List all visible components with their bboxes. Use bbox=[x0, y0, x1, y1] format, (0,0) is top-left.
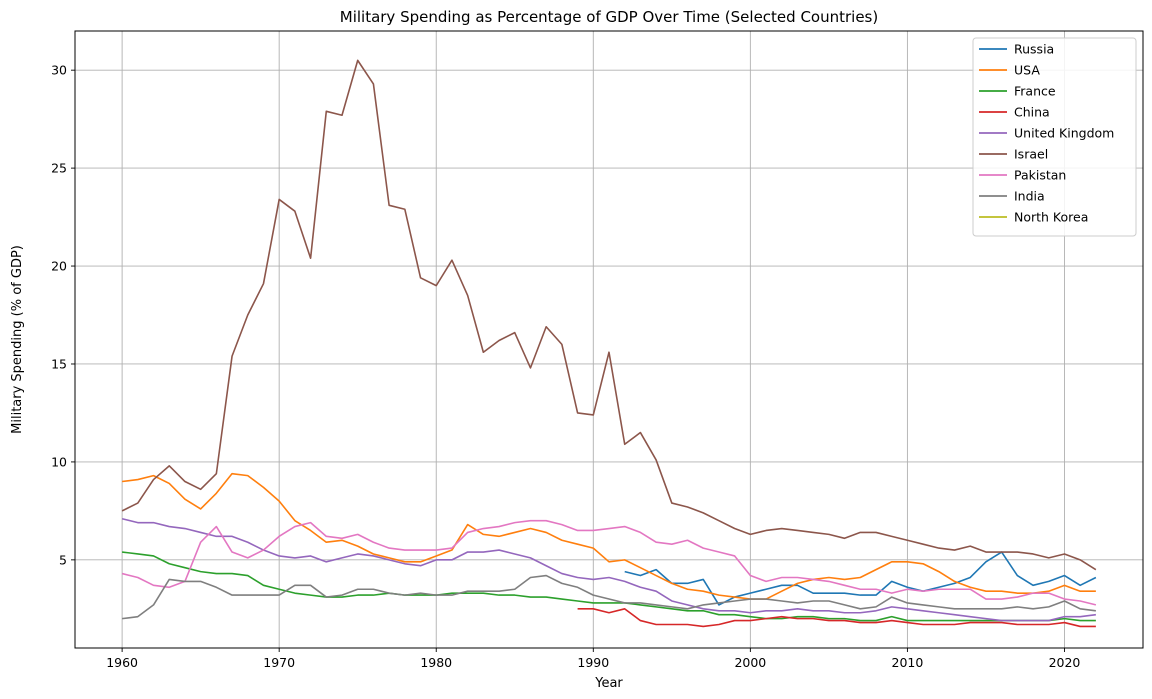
x-axis-ticks: 1960 1970 1980 1990 2000 2010 2020 bbox=[106, 648, 1080, 670]
x-tick-label: 2000 bbox=[734, 655, 766, 670]
series-line-france bbox=[122, 551, 1096, 622]
series-line-usa bbox=[122, 472, 1096, 600]
legend: Russia USA France China United Kingdom Israel… bbox=[972, 37, 1137, 237]
legend-label: USA bbox=[1014, 63, 1040, 78]
x-tick-label: 1990 bbox=[577, 655, 609, 670]
series-line-china bbox=[577, 608, 1096, 628]
legend-label: China bbox=[1014, 105, 1050, 120]
y-tick-label: 25 bbox=[51, 161, 67, 176]
y-tick-label: 20 bbox=[51, 259, 67, 274]
series-line-pakistan bbox=[121, 519, 1097, 606]
legend-label: Israel bbox=[1014, 147, 1048, 162]
x-tick-label: 2010 bbox=[892, 655, 924, 670]
y-tick-label: 30 bbox=[51, 63, 67, 78]
legend-label: United Kingdom bbox=[1014, 126, 1114, 141]
series-lines bbox=[121, 59, 1097, 628]
chart-title: Military Spending as Percentage of GDP O… bbox=[340, 8, 878, 26]
legend-label: India bbox=[1014, 189, 1045, 204]
series-line-united-kingdom bbox=[121, 517, 1096, 622]
y-axis-label: Military Spending (% of GDP) bbox=[10, 245, 25, 434]
legend-label: North Korea bbox=[1014, 210, 1088, 225]
series-line-russia bbox=[624, 551, 1097, 606]
x-tick-label: 1980 bbox=[420, 655, 452, 670]
y-tick-label: 10 bbox=[51, 454, 67, 469]
x-axis-label: Year bbox=[594, 676, 623, 691]
legend-label: Pakistan bbox=[1014, 168, 1066, 183]
legend-box bbox=[972, 37, 1137, 237]
y-tick-label: 5 bbox=[59, 552, 67, 567]
x-tick-label: 1960 bbox=[106, 655, 138, 670]
x-tick-label: 1970 bbox=[263, 655, 295, 670]
series-line-israel bbox=[121, 59, 1097, 571]
series-line-india bbox=[122, 574, 1096, 620]
x-tick-label: 2020 bbox=[1049, 655, 1081, 670]
plot-frame bbox=[74, 30, 1144, 649]
y-axis-ticks: 5 10 15 20 25 30 bbox=[51, 63, 75, 567]
grid-lines bbox=[75, 31, 1143, 648]
legend-label: Russia bbox=[1014, 42, 1054, 57]
legend-label: France bbox=[1014, 84, 1056, 99]
y-tick-label: 15 bbox=[51, 356, 67, 371]
